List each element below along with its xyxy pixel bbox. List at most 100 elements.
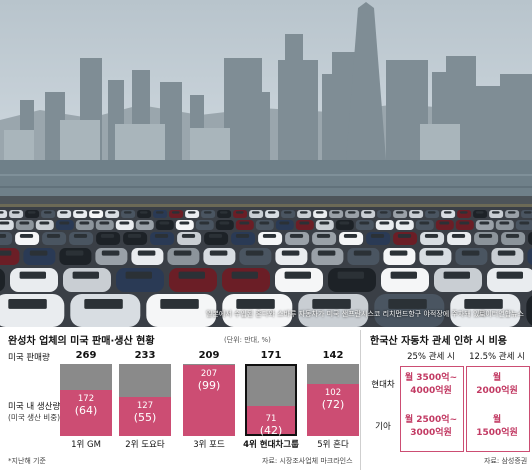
production-share-label: (42)	[259, 424, 283, 437]
cell-hyundai-25: 월 3500억~ 4000억원	[400, 372, 462, 398]
car-window	[65, 250, 84, 256]
car-window	[388, 298, 427, 309]
cell-kia-12-5-line2: 1500억원	[476, 428, 518, 438]
car-window	[0, 250, 12, 256]
car-window	[347, 211, 356, 214]
production-bar	[307, 384, 359, 436]
car-window	[239, 221, 250, 225]
car-window	[451, 233, 466, 238]
car-window	[154, 233, 169, 238]
car-window	[389, 250, 408, 256]
car-window	[299, 211, 308, 214]
car-window	[107, 211, 116, 214]
car-window	[159, 221, 170, 225]
car-window	[339, 221, 350, 225]
car-window	[331, 211, 340, 214]
section-divider	[360, 330, 361, 470]
car-window	[123, 211, 132, 214]
row-header-hyundai: 현대차	[371, 380, 395, 390]
parked-car	[0, 268, 5, 292]
car-window	[27, 211, 36, 214]
car-window	[43, 211, 52, 214]
car-window	[496, 271, 523, 279]
right-table-title: 한국산 자동차 관세 인하 시 비용	[370, 336, 508, 347]
car-window	[137, 250, 156, 256]
car-window	[8, 298, 47, 309]
sales-value-label: 142	[322, 350, 344, 361]
company-rank-label: 3위 포드	[193, 440, 225, 450]
car-window	[39, 221, 50, 225]
car-window	[507, 211, 516, 214]
port-parking-photo: 일본에서 수입된 혼다와 스바루 자동차가 미국 샌프란시스코 리치먼드항구 야…	[0, 0, 532, 327]
right-source: 자료: 삼성증권	[484, 457, 528, 465]
cell-hyundai-12-5: 월 2000억원	[466, 372, 528, 398]
car-window	[491, 211, 500, 214]
car-window	[208, 233, 223, 238]
car-window	[99, 221, 110, 225]
car-window	[235, 211, 244, 214]
car-window	[75, 211, 84, 214]
car-window	[127, 233, 142, 238]
car-window	[179, 221, 190, 225]
car-window	[478, 233, 493, 238]
car-window	[519, 221, 530, 225]
car-window	[439, 221, 450, 225]
production-share-label: (72)	[321, 398, 345, 411]
car-window	[343, 233, 358, 238]
cell-kia-12-5: 월 1500억원	[466, 414, 528, 440]
sales-bar: 172 (64)	[60, 364, 112, 436]
car-window	[219, 211, 228, 214]
car-window	[203, 211, 212, 214]
car-window	[411, 211, 420, 214]
production-labels: 102 (72)	[307, 388, 359, 410]
car-window	[46, 233, 61, 238]
company-rank-label: 1위 GM	[71, 440, 101, 450]
car-window	[11, 211, 20, 214]
left-chart-unit: (단위: 만대, %)	[224, 336, 271, 344]
car-window	[100, 233, 115, 238]
car-window	[245, 250, 264, 256]
car-window	[370, 233, 385, 238]
row-label-production: 미국 내 생산량	[8, 402, 61, 412]
skyline-and-cars-illustration	[0, 2, 532, 327]
car-window	[29, 250, 48, 256]
production-bar	[183, 365, 235, 436]
car-window	[497, 250, 516, 256]
production-bar	[119, 397, 171, 436]
cell-hyundai-25-line2: 4000억원	[410, 386, 452, 396]
car-window	[73, 233, 88, 238]
car-window	[155, 211, 164, 214]
production-labels: 71 (42)	[247, 414, 295, 436]
car-window	[72, 271, 99, 279]
cell-kia-25: 월 2500억~ 3000억원	[400, 414, 462, 440]
cell-hyundai-25-line1: 월 3500억~	[404, 373, 458, 383]
car-window	[459, 221, 470, 225]
cell-kia-12-5-line1: 월	[492, 415, 502, 425]
left-source: 자료: 시장조사업체 마크라인스	[262, 457, 353, 465]
car-window	[199, 221, 210, 225]
car-window	[178, 271, 205, 279]
col-header-12-5: 12.5% 관세 시	[469, 352, 525, 362]
car-window	[443, 271, 470, 279]
row-header-kia: 기아	[375, 422, 391, 432]
car-window	[461, 250, 480, 256]
car-window	[236, 298, 275, 309]
car-window	[119, 221, 130, 225]
car-window	[0, 221, 10, 225]
sales-bar: 71 (42)	[245, 364, 297, 436]
left-chart-title: 완성차 업체의 미국 판매·생산 현황	[8, 336, 155, 347]
parked-car	[526, 295, 532, 326]
car-window	[281, 250, 300, 256]
production-share-label: (64)	[74, 404, 98, 417]
production-value-label: 172	[77, 394, 95, 404]
car-window	[425, 250, 444, 256]
col-box-25	[400, 366, 464, 452]
car-window	[173, 250, 192, 256]
car-window	[424, 233, 439, 238]
car-window	[479, 221, 490, 225]
car-window	[363, 211, 372, 214]
car-window	[353, 250, 372, 256]
car-window	[84, 298, 123, 309]
col-header-25: 25% 관세 시	[407, 352, 455, 362]
car-window	[379, 221, 390, 225]
